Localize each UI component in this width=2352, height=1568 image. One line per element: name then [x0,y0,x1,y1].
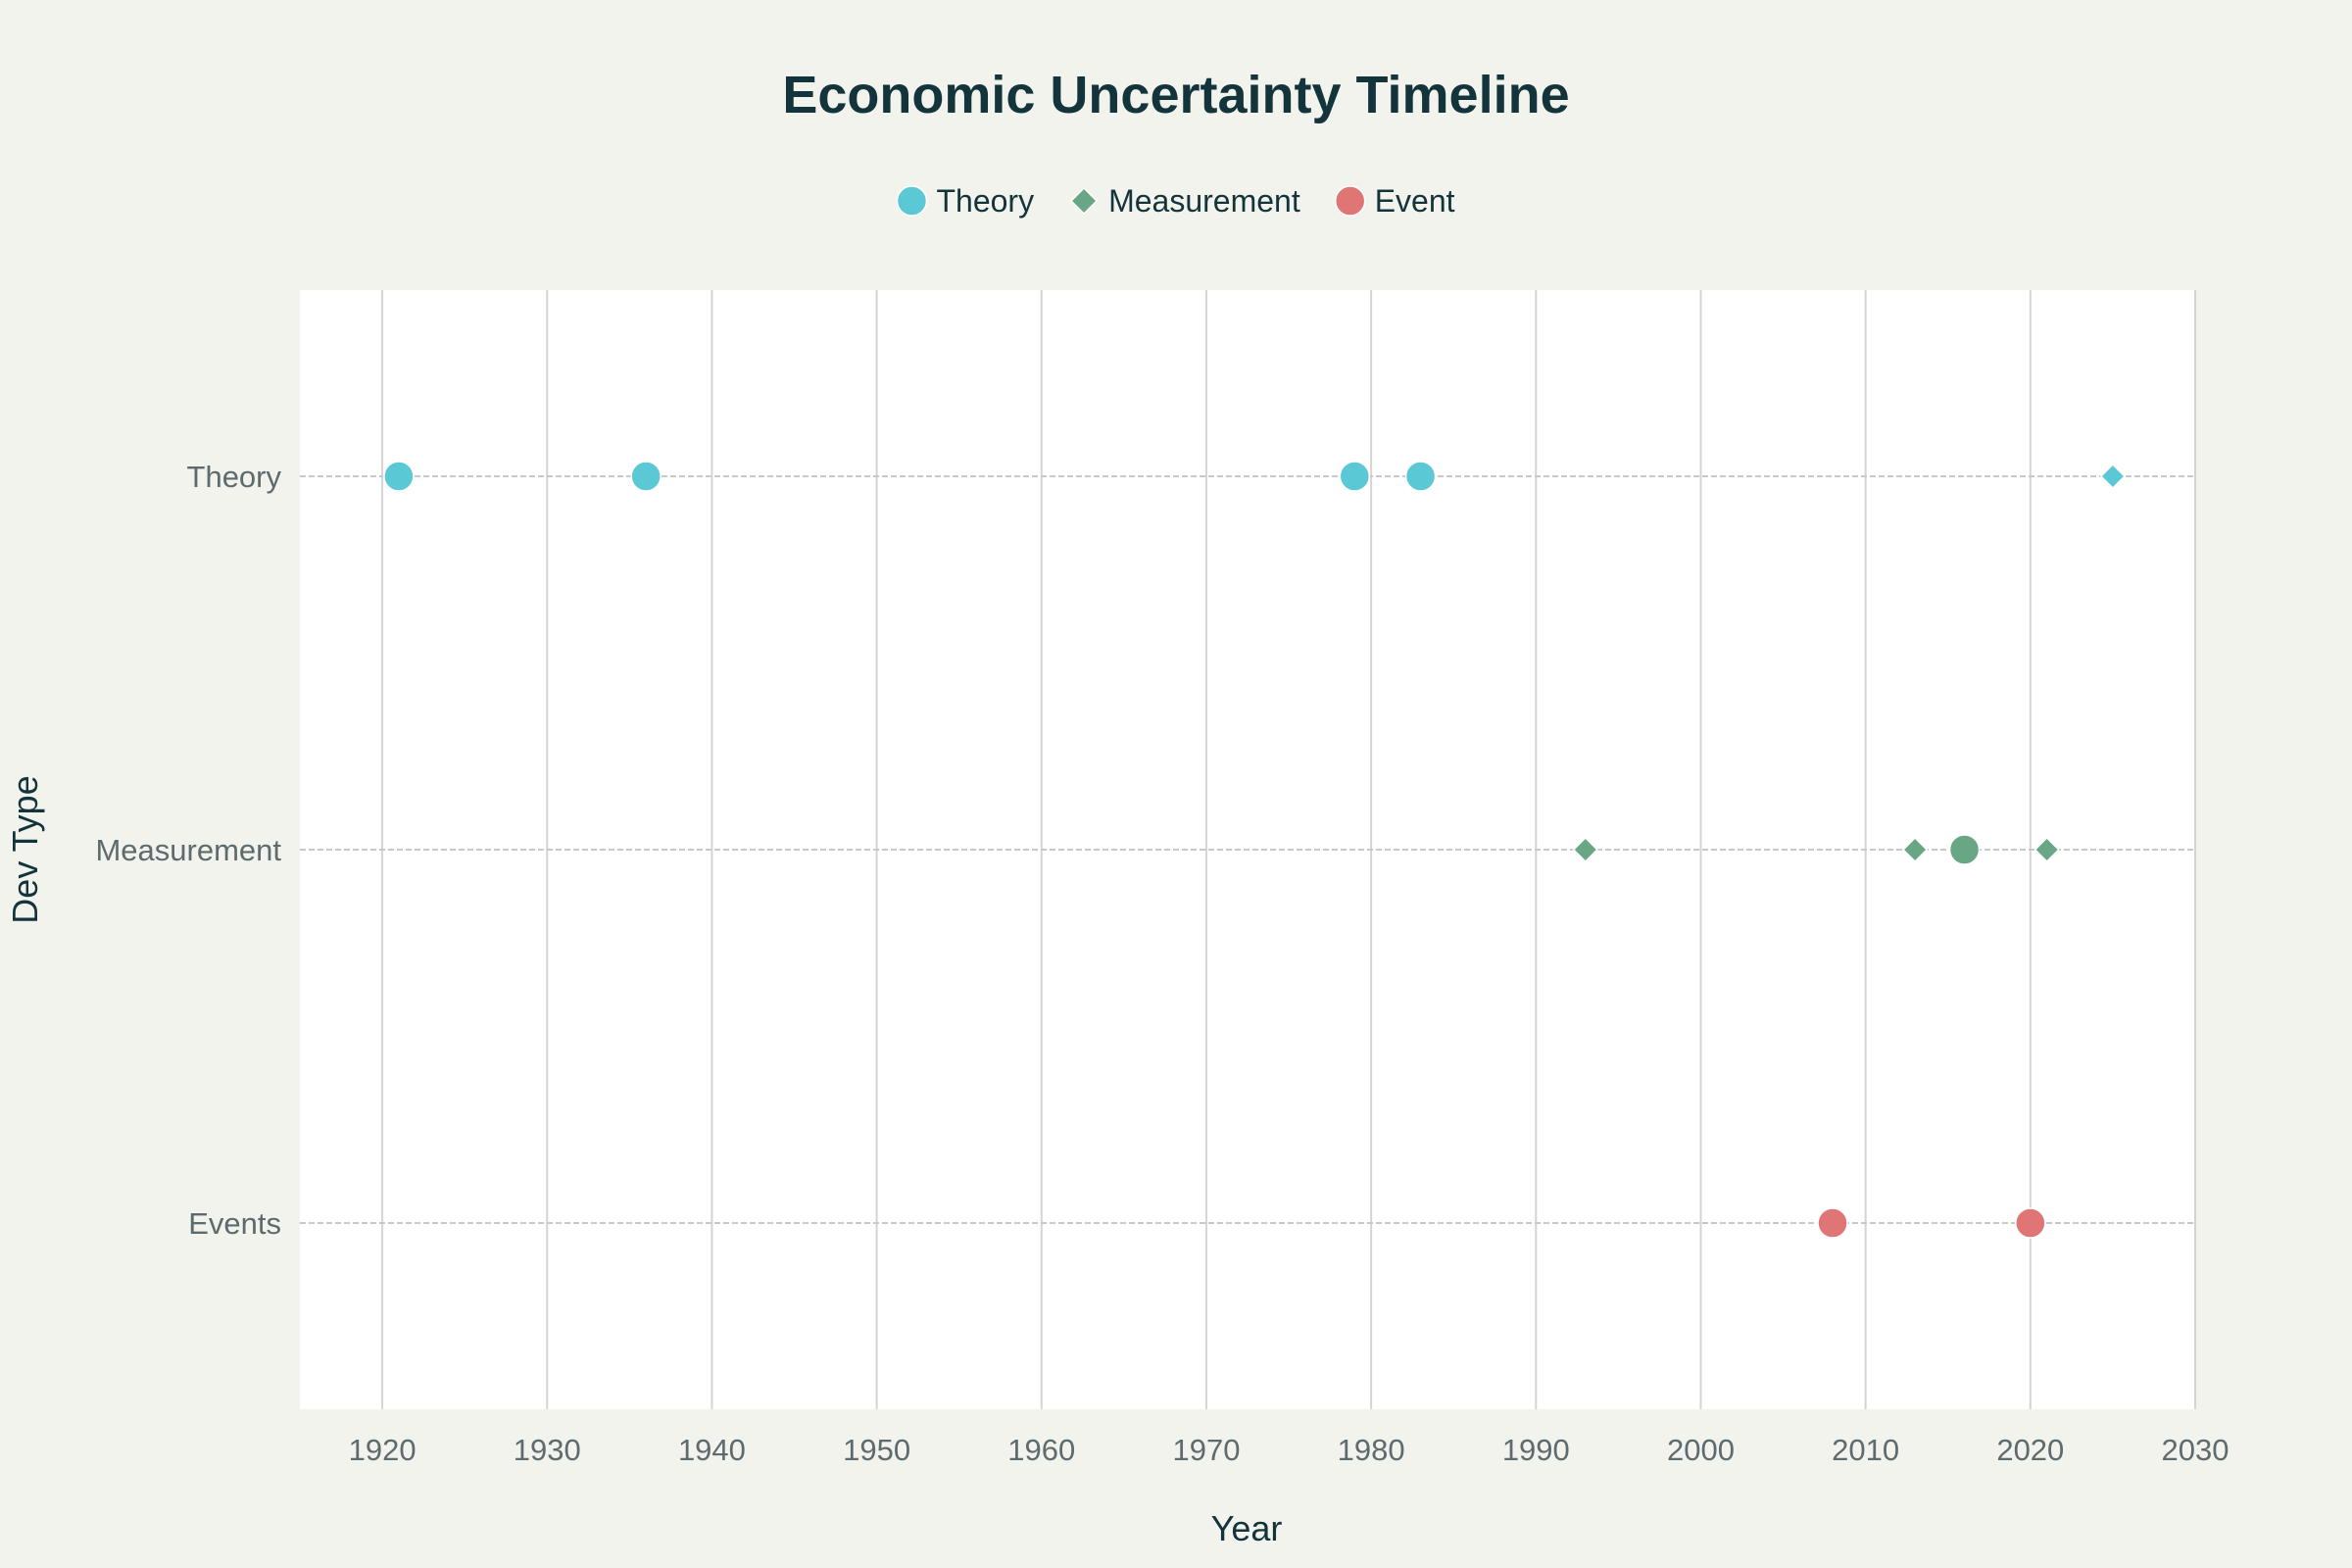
x-axis-ticks: 1920 1930 1940 1950 1960 1970 1980 1990 2000 2010… [349,1433,2230,1467]
data-point-theory-1936 [630,461,662,492]
x-tick-label-1950: 1950 [843,1433,910,1467]
x-tick-label-2000: 2000 [1667,1433,1735,1467]
x-tick-label-2020: 2020 [1996,1433,2064,1467]
data-point-theory-2025 [2099,463,2126,490]
data-point-theory-1979 [1339,461,1371,492]
y-tick-label-events: Events [188,1206,281,1241]
y-tick-label-measurement: Measurement [95,833,281,867]
legend-item-event[interactable]: Event [1334,183,1455,219]
x-tick-label-1920: 1920 [349,1433,416,1467]
legend-item-theory[interactable]: Theory [896,183,1034,219]
data-point-theory-1983 [1404,461,1437,492]
legend-label-event: Event [1375,183,1455,219]
data-points [383,461,2126,1239]
y-tick-label-theory: Theory [187,460,282,494]
y-axis-title: Dev Type [5,775,45,923]
x-tick-label-1940: 1940 [678,1433,746,1467]
x-tick-label-2010: 2010 [1832,1433,1899,1467]
data-point-theory-1921 [383,461,415,492]
data-point-events-2020 [2015,1207,2046,1239]
x-tick-label-1930: 1930 [514,1433,581,1467]
y-gridlines [300,475,2195,1224]
x-tick-label-1970: 1970 [1172,1433,1240,1467]
chart-title: Economic Uncertainty Timeline [782,66,1569,124]
legend-item-measurement[interactable]: Measurement [1069,183,1300,219]
data-point-measurement-1993 [1572,836,1598,863]
legend-marker-theory [896,185,928,217]
legend-label-theory: Theory [936,183,1034,219]
y-axis-ticks: Theory Measurement Events [95,460,281,1241]
x-tick-label-1960: 1960 [1007,1433,1075,1467]
data-point-measurement-2013 [1902,836,1929,863]
data-point-measurement-2016 [1948,834,1981,865]
legend-marker-measurement [1069,186,1099,216]
data-point-events-2008 [1817,1207,1848,1239]
data-point-measurement-2021 [2034,836,2060,863]
x-tick-label-1990: 1990 [1502,1433,1570,1467]
legend-label-measurement: Measurement [1108,183,1300,219]
x-tick-label-2030: 2030 [2162,1433,2230,1467]
legend: Theory Measurement Event [896,183,1455,219]
legend-marker-event [1334,185,1366,217]
x-tick-label-1980: 1980 [1338,1433,1405,1467]
x-axis-title: Year [1211,1508,1283,1548]
